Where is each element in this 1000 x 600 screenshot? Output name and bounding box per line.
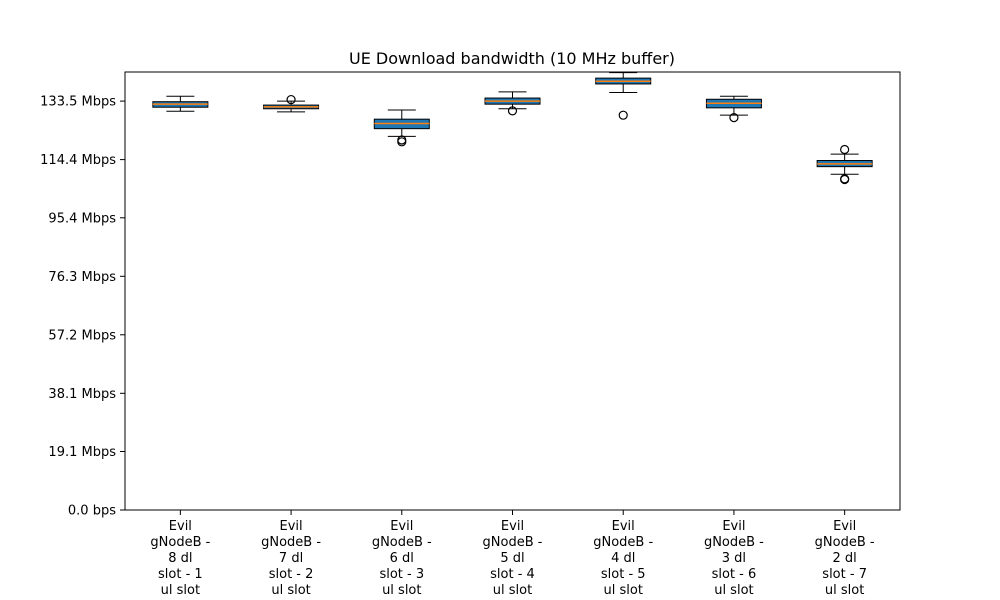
outlier-point: [397, 137, 407, 147]
x-category-label-line: Evil: [612, 519, 635, 534]
x-category-label-line: 4 dl: [611, 551, 635, 566]
x-category-label-line: Evil: [280, 519, 303, 534]
x-category-label-line: ul slot: [382, 583, 421, 598]
x-category-label-line: Evil: [169, 519, 192, 534]
box-group: [705, 95, 762, 123]
x-category-label-line: Evil: [390, 519, 413, 534]
plot-area: [124, 71, 901, 511]
x-category-label-line: 2 dl: [833, 551, 857, 566]
x-category-label-line: ul slot: [161, 583, 200, 598]
y-tick-label: 38.1 Mbps: [48, 387, 116, 402]
x-category-label-line: gNodeB -: [704, 535, 764, 550]
outlier-point: [618, 110, 628, 120]
x-category-label-line: slot - 1: [158, 567, 203, 582]
x-category-label-line: gNodeB -: [593, 535, 653, 550]
outlier-point: [286, 94, 296, 105]
outlier-point: [840, 144, 850, 155]
x-category-label-line: gNodeB -: [483, 535, 543, 550]
x-category-label-line: slot - 2: [269, 567, 314, 582]
box-group: [373, 109, 430, 147]
x-category-label-line: slot - 3: [379, 567, 424, 582]
x-category-label-line: ul slot: [604, 583, 643, 598]
x-category-label: Evil gNodeB -4 dl slot - 5 ul slot: [593, 519, 653, 598]
x-category-label-line: ul slot: [714, 583, 753, 598]
y-tick-label: 95.4 Mbps: [48, 211, 116, 226]
chart-title: UE Download bandwidth (10 MHz buffer): [349, 49, 675, 68]
x-category-label-line: 7 dl: [279, 551, 303, 566]
x-category-label-line: slot - 7: [822, 567, 867, 582]
x-category-label-line: Evil: [501, 519, 524, 534]
x-category-label-line: gNodeB -: [372, 535, 432, 550]
x-category-label: Evil gNodeB -2 dl slot - 7 ul slot: [815, 519, 875, 598]
x-category-label-line: slot - 4: [490, 567, 535, 582]
x-category-label-line: ul slot: [825, 583, 864, 598]
x-category-label-line: 8 dl: [168, 551, 192, 566]
x-category-label: Evil gNodeB -3 dl slot - 6 ul slot: [704, 519, 764, 598]
box-group: [152, 95, 209, 112]
y-tick-label: 114.4 Mbps: [40, 153, 116, 168]
x-category-label: Evil gNodeB -5 dl slot - 4 ul slot: [483, 519, 543, 598]
x-category-label: Evil gNodeB -7 dl slot - 2 ul slot: [261, 519, 321, 598]
box-group: [263, 94, 320, 113]
y-tick-label: 0.0 bps: [68, 504, 116, 519]
y-tick-label: 19.1 Mbps: [48, 445, 116, 460]
x-category-label-line: 6 dl: [390, 551, 414, 566]
x-category-label-line: ul slot: [271, 583, 310, 598]
x-category-label-line: gNodeB -: [150, 535, 210, 550]
outlier-point: [729, 113, 739, 123]
x-category-label-line: gNodeB -: [815, 535, 875, 550]
x-category-label-line: 5 dl: [500, 551, 524, 566]
box-group: [595, 72, 652, 120]
x-category-label: Evil gNodeB -8 dl slot - 1 ul slot: [150, 519, 210, 598]
x-category-label-line: slot - 6: [712, 567, 757, 582]
x-category-label: Evil gNodeB -6 dl slot - 3 ul slot: [372, 519, 432, 598]
y-tick-label: 57.2 Mbps: [48, 328, 116, 343]
x-category-label-line: ul slot: [493, 583, 532, 598]
plot-frame: [124, 71, 901, 511]
outlier-point: [507, 106, 518, 116]
x-category-label-line: gNodeB -: [261, 535, 321, 550]
x-category-label-line: slot - 5: [601, 567, 646, 582]
outlier-point: [397, 135, 407, 145]
x-category-label-line: Evil: [833, 519, 856, 534]
x-category-label-line: Evil: [722, 519, 745, 534]
outlier-point: [840, 174, 850, 185]
y-axis: 0.0 bps 19.1 Mbps 38.1 Mbps 57.2 Mbps 76.3 M…: [40, 95, 125, 519]
box-group: [484, 91, 541, 116]
y-tick-label: 76.3 Mbps: [48, 270, 116, 285]
y-tick-label: 133.5 Mbps: [40, 95, 116, 110]
x-category-label-line: 3 dl: [722, 551, 746, 566]
box-group: [816, 144, 873, 185]
